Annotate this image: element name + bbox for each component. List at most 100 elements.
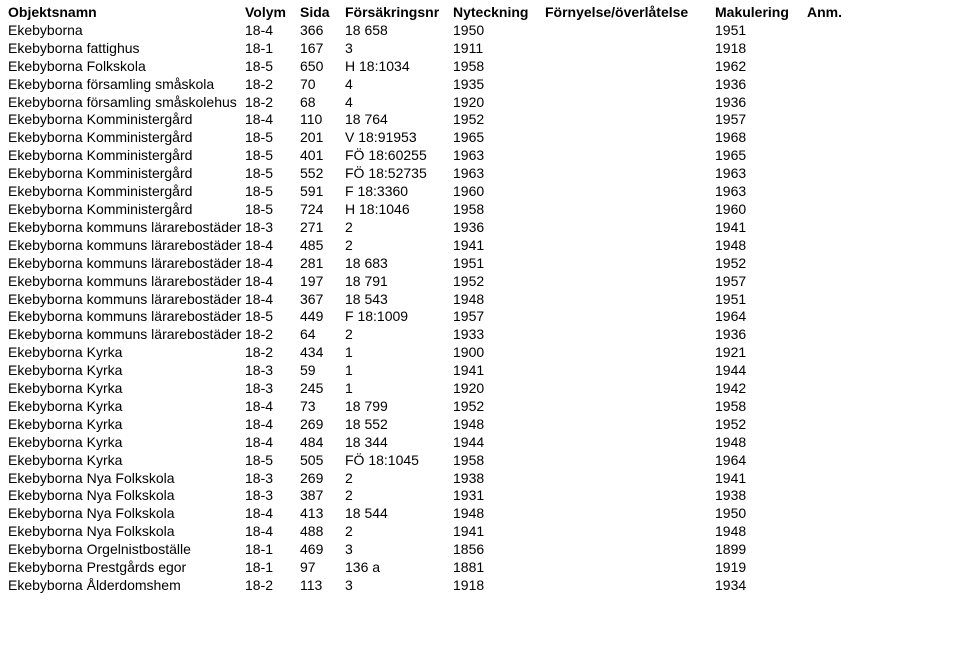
cell: 18-2	[245, 344, 300, 362]
cell: 18-4	[245, 398, 300, 416]
cell: 18 799	[345, 398, 453, 416]
cell: 1911	[453, 40, 545, 58]
cell: 18-5	[245, 165, 300, 183]
cell: 387	[300, 487, 345, 505]
cell	[807, 577, 951, 595]
cell: 434	[300, 344, 345, 362]
column-header-7: Anm.	[807, 4, 951, 22]
cell: Ekebyborna Komministergård	[8, 183, 245, 201]
table-row: Ekebyborna kommuns lärarebostäder18-4485…	[8, 237, 951, 255]
cell	[807, 380, 951, 398]
cell	[807, 291, 951, 309]
table-row: Ekebyborna Komministergård18-5591F 18:33…	[8, 183, 951, 201]
table-row: Ekebyborna kommuns lärarebostäder18-2642…	[8, 326, 951, 344]
cell: 1952	[453, 398, 545, 416]
cell: Ekebyborna kommuns lärarebostäder	[8, 291, 245, 309]
cell: Ekebyborna kommuns lärarebostäder	[8, 326, 245, 344]
table-row: Ekebyborna Kyrka18-359119411944	[8, 362, 951, 380]
cell	[807, 434, 951, 452]
cell: 1941	[715, 219, 807, 237]
cell	[545, 183, 715, 201]
table-row: Ekebyborna kommuns lärarebostäder18-4281…	[8, 255, 951, 273]
cell: 488	[300, 523, 345, 541]
cell: 18-1	[245, 40, 300, 58]
cell	[545, 255, 715, 273]
cell: 4	[345, 76, 453, 94]
table-row: Ekebyborna församling småskola18-2704193…	[8, 76, 951, 94]
cell: 1	[345, 362, 453, 380]
cell: 1941	[715, 470, 807, 488]
cell: 1958	[453, 452, 545, 470]
cell: 1948	[453, 291, 545, 309]
cell: Ekebyborna Nya Folkskola	[8, 523, 245, 541]
cell: 1951	[715, 22, 807, 40]
cell: 18-5	[245, 129, 300, 147]
cell: 367	[300, 291, 345, 309]
table-row: Ekebyborna Folkskola18-5650H 18:10341958…	[8, 58, 951, 76]
cell: 2	[345, 219, 453, 237]
cell: FÖ 18:1045	[345, 452, 453, 470]
table-row: Ekebyborna församling småskolehus18-2684…	[8, 94, 951, 112]
cell: 724	[300, 201, 345, 219]
cell: 1941	[453, 237, 545, 255]
table-row: Ekebyborna18-436618 65819501951	[8, 22, 951, 40]
cell: 18-4	[245, 434, 300, 452]
cell: 1952	[453, 111, 545, 129]
cell: 1920	[453, 94, 545, 112]
column-header-3: Försäkringsnr	[345, 4, 453, 22]
cell: 18-1	[245, 559, 300, 577]
cell: 1962	[715, 58, 807, 76]
cell: 484	[300, 434, 345, 452]
column-header-2: Sida	[300, 4, 345, 22]
cell	[807, 76, 951, 94]
cell: 1952	[715, 255, 807, 273]
cell: 1968	[715, 129, 807, 147]
cell: Ekebyborna Nya Folkskola	[8, 487, 245, 505]
cell	[545, 362, 715, 380]
cell: 1936	[715, 326, 807, 344]
cell: 18-4	[245, 523, 300, 541]
cell	[545, 273, 715, 291]
table-row: Ekebyborna Nya Folkskola18-4488219411948	[8, 523, 951, 541]
cell: 1931	[453, 487, 545, 505]
cell: 1918	[715, 40, 807, 58]
cell: 469	[300, 541, 345, 559]
cell	[545, 40, 715, 58]
cell: 1900	[453, 344, 545, 362]
cell: 1964	[715, 452, 807, 470]
cell: 97	[300, 559, 345, 577]
cell: Ekebyborna Kyrka	[8, 452, 245, 470]
cell: 18 544	[345, 505, 453, 523]
cell	[545, 416, 715, 434]
cell: 1950	[453, 22, 545, 40]
cell	[807, 559, 951, 577]
cell: 1856	[453, 541, 545, 559]
cell	[545, 505, 715, 523]
cell	[545, 452, 715, 470]
table-row: Ekebyborna Komministergård18-5201V 18:91…	[8, 129, 951, 147]
table-row: Ekebyborna fattighus18-1167319111918	[8, 40, 951, 58]
cell	[545, 201, 715, 219]
column-header-0: Objektsnamn	[8, 4, 245, 22]
cell	[807, 308, 951, 326]
cell: F 18:1009	[345, 308, 453, 326]
cell: 1948	[715, 434, 807, 452]
cell	[807, 40, 951, 58]
cell: 1958	[453, 58, 545, 76]
cell: 1951	[453, 255, 545, 273]
cell: 1941	[453, 523, 545, 541]
cell: 18-4	[245, 255, 300, 273]
cell: 1948	[715, 237, 807, 255]
cell	[807, 94, 951, 112]
cell: Ekebyborna Kyrka	[8, 380, 245, 398]
cell	[545, 577, 715, 595]
cell: Ekebyborna Folkskola	[8, 58, 245, 76]
cell	[545, 398, 715, 416]
cell: 18-5	[245, 58, 300, 76]
cell: 1960	[715, 201, 807, 219]
cell: 1936	[715, 94, 807, 112]
cell: Ekebyborna Kyrka	[8, 434, 245, 452]
cell: 68	[300, 94, 345, 112]
cell	[807, 541, 951, 559]
cell: 1960	[453, 183, 545, 201]
